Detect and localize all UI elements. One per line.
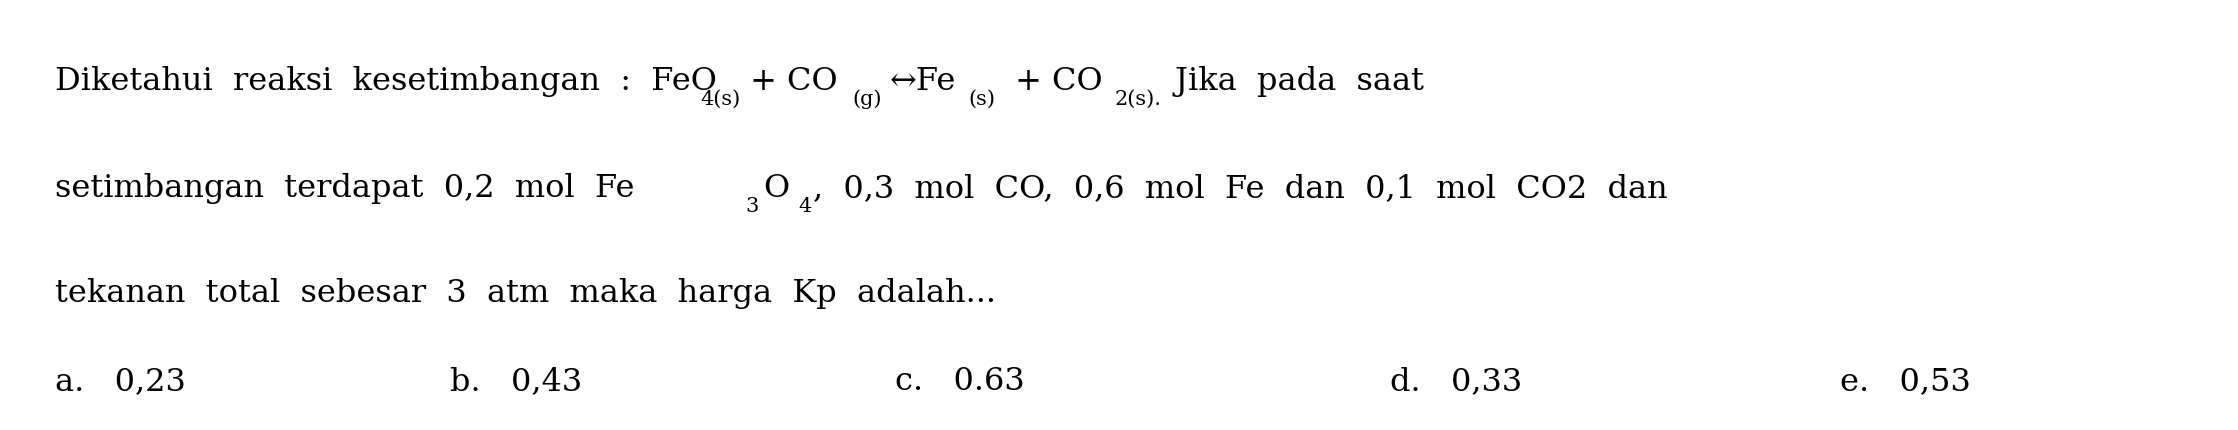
Text: 2(s).: 2(s). bbox=[1115, 90, 1162, 109]
Text: (g): (g) bbox=[853, 89, 882, 109]
Text: e.   0,53: e. 0,53 bbox=[1840, 366, 1972, 397]
Text: 3: 3 bbox=[745, 197, 759, 216]
Text: 4(s): 4(s) bbox=[700, 90, 741, 109]
Text: O: O bbox=[763, 173, 790, 204]
Text: Jika  pada  saat: Jika pada saat bbox=[1166, 66, 1423, 97]
Text: tekanan  total  sebesar  3  atm  maka  harga  Kp  adalah...: tekanan total sebesar 3 atm maka harga K… bbox=[56, 278, 996, 309]
Text: ,  0,3  mol  CO,  0,6  mol  Fe  dan  0,1  mol  CO2  dan: , 0,3 mol CO, 0,6 mol Fe dan 0,1 mol CO2… bbox=[812, 173, 1667, 204]
Text: c.   0.63: c. 0.63 bbox=[895, 366, 1025, 397]
Text: d.   0,33: d. 0,33 bbox=[1390, 366, 1522, 397]
Text: 4: 4 bbox=[799, 197, 810, 216]
Text: + CO: + CO bbox=[741, 66, 837, 97]
Text: + CO: + CO bbox=[1005, 66, 1103, 97]
Text: setimbangan  terdapat  0,2  mol  Fe: setimbangan terdapat 0,2 mol Fe bbox=[56, 173, 636, 204]
Text: b.   0,43: b. 0,43 bbox=[450, 366, 582, 397]
Text: a.   0,23: a. 0,23 bbox=[56, 366, 186, 397]
Text: (s): (s) bbox=[969, 90, 996, 109]
Text: Diketahui  reaksi  kesetimbangan  :  FeO: Diketahui reaksi kesetimbangan : FeO bbox=[56, 66, 716, 97]
Text: ↔Fe: ↔Fe bbox=[891, 66, 956, 97]
